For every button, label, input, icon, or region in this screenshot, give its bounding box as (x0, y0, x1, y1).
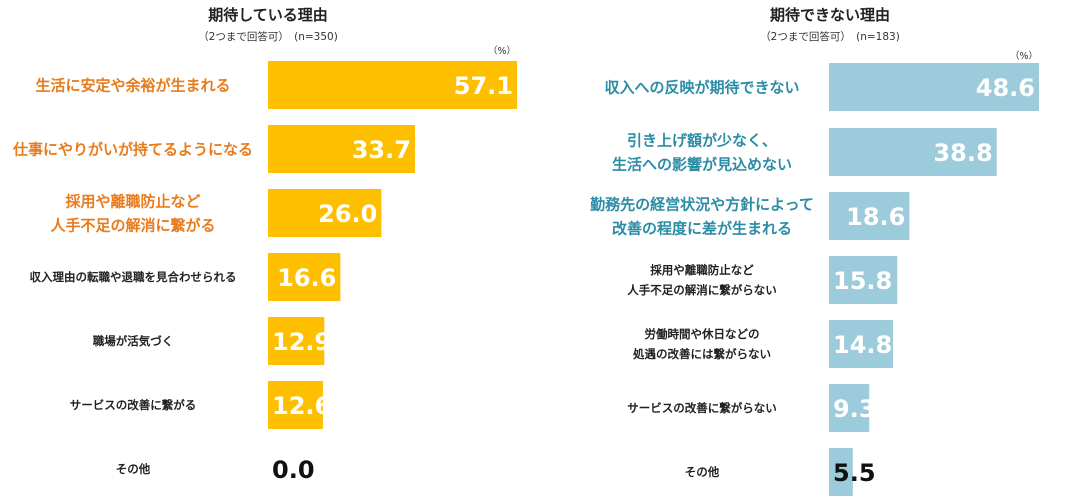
left-category-label-1-line-1: 生活に安定や余裕が生まれる (35, 76, 230, 94)
right-value-label-6: 9.3 (833, 395, 876, 423)
chart-left-title: 期待している理由 (208, 6, 328, 24)
right-category-label-4-line-2: 人手不足の解消に繋がらない (627, 283, 777, 297)
right-category-label-6-line-1: サービスの改善に繋がらない (627, 401, 777, 415)
right-category-label-4-line-1: 採用や離職防止など (650, 263, 754, 277)
right-category-label-1: 収入への反映が期待できない (604, 78, 799, 96)
right-value-label-2: 38.8 (933, 139, 992, 167)
right-category-label-5-line-1: 労働時間や休日などの (645, 327, 760, 341)
chart-left-unit-label: （%） (488, 45, 516, 57)
chart-right-unit-label: （%） (1010, 50, 1038, 62)
right-category-label-6: サービスの改善に繋がらない (627, 401, 777, 415)
chart-left-subtitle: （2つまで回答可） (n=350) (198, 30, 338, 43)
left-category-label-2-line-1: 仕事にやりがいが持てるようになる (12, 140, 253, 158)
right-bar-4 (829, 256, 898, 304)
right-category-label-7: その他 (685, 465, 720, 479)
right-value-label-5: 14.8 (833, 331, 892, 359)
left-bar-6 (268, 381, 323, 429)
right-bar-7 (829, 448, 853, 496)
left-category-label-7-line-1: その他 (116, 462, 151, 476)
right-value-label-4: 15.8 (833, 267, 892, 295)
right-category-label-3-line-2: 改善の程度に差が生まれる (612, 219, 792, 237)
left-value-label-7: 0.0 (272, 456, 315, 484)
left-value-label-3: 26.0 (318, 200, 377, 228)
right-category-label-5-line-2: 処遇の改善には繋がらない (632, 347, 771, 361)
right-category-label-5: 労働時間や休日などの処遇の改善には繋がらない (632, 327, 771, 361)
chart-right: 期待できない理由 （2つまで回答可） (n=183) （%） 48.6 収入への反… (590, 6, 1039, 496)
right-category-label-3: 勤務先の経営状況や方針によって改善の程度に差が生まれる (590, 195, 814, 237)
chart-left-bars: 57.1 生活に安定や余裕が生まれる 33.7 仕事にやりがいが持てるようになる 26.… (12, 61, 517, 484)
left-category-label-6: サービスの改善に繋がる (70, 398, 197, 412)
left-value-label-4: 16.6 (277, 264, 336, 292)
left-category-label-2: 仕事にやりがいが持てるようになる (12, 140, 253, 158)
left-category-label-3-line-2: 人手不足の解消に繋がる (50, 216, 215, 234)
left-bar-1 (268, 61, 517, 109)
right-bar-1 (829, 63, 1039, 111)
left-category-label-7: その他 (116, 462, 151, 476)
right-category-label-2: 引き上げ額が少なく、生活への影響が見込めない (612, 131, 792, 173)
left-bar-4 (268, 253, 341, 301)
left-category-label-4-line-1: 収入理由の転職や退職を見合わせられる (30, 270, 237, 284)
chart-right-subtitle: （2つまで回答可） (n=183) (760, 30, 900, 43)
right-category-label-4: 採用や離職防止など人手不足の解消に繋がらない (627, 263, 777, 297)
chart-right-title: 期待できない理由 (770, 6, 890, 24)
left-category-label-3: 採用や離職防止など人手不足の解消に繋がる (50, 192, 215, 234)
left-value-label-2: 33.7 (352, 136, 411, 164)
left-category-label-4: 収入理由の転職や退職を見合わせられる (30, 270, 237, 284)
left-category-label-5: 職場が活気づく (93, 334, 174, 348)
left-category-label-5-line-1: 職場が活気づく (93, 334, 174, 348)
right-value-label-7: 5.5 (833, 459, 876, 487)
right-value-label-1: 48.6 (976, 74, 1035, 102)
right-bar-6 (829, 384, 870, 432)
right-category-label-3-line-1: 勤務先の経営状況や方針によって (590, 195, 814, 213)
left-bar-3 (268, 189, 382, 237)
left-value-label-1: 57.1 (454, 72, 513, 100)
right-category-label-7-line-1: その他 (685, 465, 720, 479)
left-bar-2 (268, 125, 415, 173)
right-bar-5 (829, 320, 893, 368)
left-bar-5 (268, 317, 325, 365)
right-category-label-2-line-2: 生活への影響が見込めない (612, 155, 792, 173)
left-value-label-6: 12.6 (272, 392, 331, 420)
right-bar-3 (829, 192, 910, 240)
left-category-label-3-line-1: 採用や離職防止など (65, 192, 200, 210)
left-value-label-5: 12.9 (272, 328, 331, 356)
chart-right-bars: 48.6 収入への反映が期待できない 38.8 引き上げ額が少なく、生活への影響が見込… (590, 63, 1039, 496)
right-category-label-1-line-1: 収入への反映が期待できない (604, 78, 799, 96)
chart-left: 期待している理由 （2つまで回答可） (n=350) （%） 57.1 生活に安定… (12, 6, 517, 484)
left-category-label-1: 生活に安定や余裕が生まれる (35, 76, 230, 94)
right-bar-2 (829, 128, 997, 176)
right-category-label-2-line-1: 引き上げ額が少なく、 (627, 131, 777, 149)
left-category-label-6-line-1: サービスの改善に繋がる (70, 398, 197, 412)
right-value-label-3: 18.6 (846, 203, 905, 231)
